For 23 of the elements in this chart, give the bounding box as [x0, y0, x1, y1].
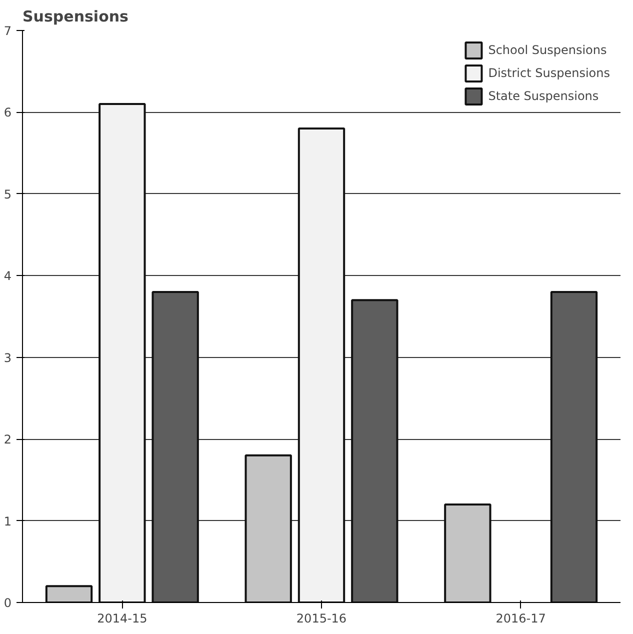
bar: [45, 585, 93, 602]
y-tick-label: 3: [4, 350, 12, 365]
y-tick-label: 2: [4, 432, 12, 447]
bar: [98, 103, 146, 602]
bar: [444, 503, 492, 602]
legend-label: District Suspensions: [488, 66, 610, 80]
y-tick-label: 5: [4, 187, 12, 202]
bar: [298, 128, 346, 602]
chart-title: Suspensions: [22, 8, 129, 26]
bar: [244, 454, 292, 602]
x-tick-label: 2015-16: [296, 612, 347, 626]
y-tick-label: 1: [4, 514, 12, 528]
legend-label: School Suspensions: [488, 43, 607, 57]
y-tick-label: 6: [4, 106, 12, 120]
legend-label: State Suspensions: [488, 89, 599, 103]
y-tick-label: 7: [4, 24, 12, 38]
x-tick-label: 2014-15: [97, 612, 148, 626]
y-tick-label: 4: [4, 269, 12, 284]
x-tick-label: 2016-17: [496, 612, 546, 626]
bar: [152, 290, 199, 602]
bar: [550, 290, 598, 602]
bar: [351, 299, 398, 602]
y-tick-label: 0: [4, 596, 12, 610]
